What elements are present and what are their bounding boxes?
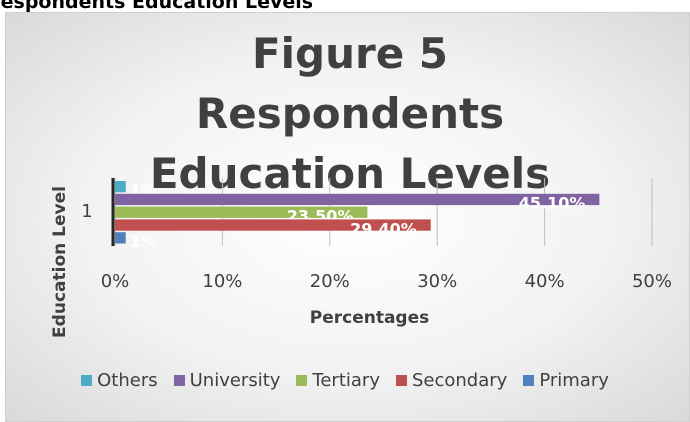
- data-label: 1%: [130, 232, 157, 251]
- legend-label: Tertiary: [312, 370, 380, 391]
- x-axis-title: Percentages: [310, 308, 430, 328]
- x-tick-label: 10%: [202, 271, 242, 292]
- chart-title: Figure 5 Respondents Education Levels: [149, 29, 551, 198]
- legend: Others University Tertiary Secondary Primary: [0, 370, 690, 391]
- data-label: 45.10%: [519, 194, 586, 213]
- legend-swatch: [81, 375, 93, 386]
- bar: [115, 232, 126, 244]
- x-tick-label: 40%: [525, 271, 565, 292]
- legend-item: Tertiary: [296, 370, 380, 391]
- x-tick-label: 20%: [310, 271, 350, 292]
- bar: [115, 219, 431, 231]
- legend-item: Primary: [523, 370, 609, 391]
- legend-label: Primary: [539, 370, 609, 391]
- legend-label: Secondary: [411, 370, 508, 391]
- legend-label: University: [189, 370, 281, 391]
- x-tick-label: 0%: [101, 271, 130, 292]
- legend-swatch: [523, 375, 535, 386]
- legend-swatch: [395, 375, 407, 386]
- y-axis-title: Education Level: [50, 186, 70, 338]
- legend-item: Secondary: [395, 370, 508, 391]
- x-tick-label: 30%: [417, 271, 457, 292]
- bar: [115, 206, 368, 218]
- bar: [115, 181, 126, 193]
- bar: [115, 193, 600, 206]
- data-label: 29.40%: [350, 219, 417, 238]
- legend-swatch: [296, 375, 308, 386]
- y-tick-label: 1: [81, 201, 92, 222]
- legend-item: Others: [81, 370, 158, 391]
- legend-item: University: [173, 370, 281, 391]
- legend-label: Others: [97, 370, 158, 391]
- x-tick-label: 50%: [632, 271, 672, 292]
- heading: Respondents Education Levels: [0, 0, 314, 13]
- legend-swatch: [173, 375, 185, 386]
